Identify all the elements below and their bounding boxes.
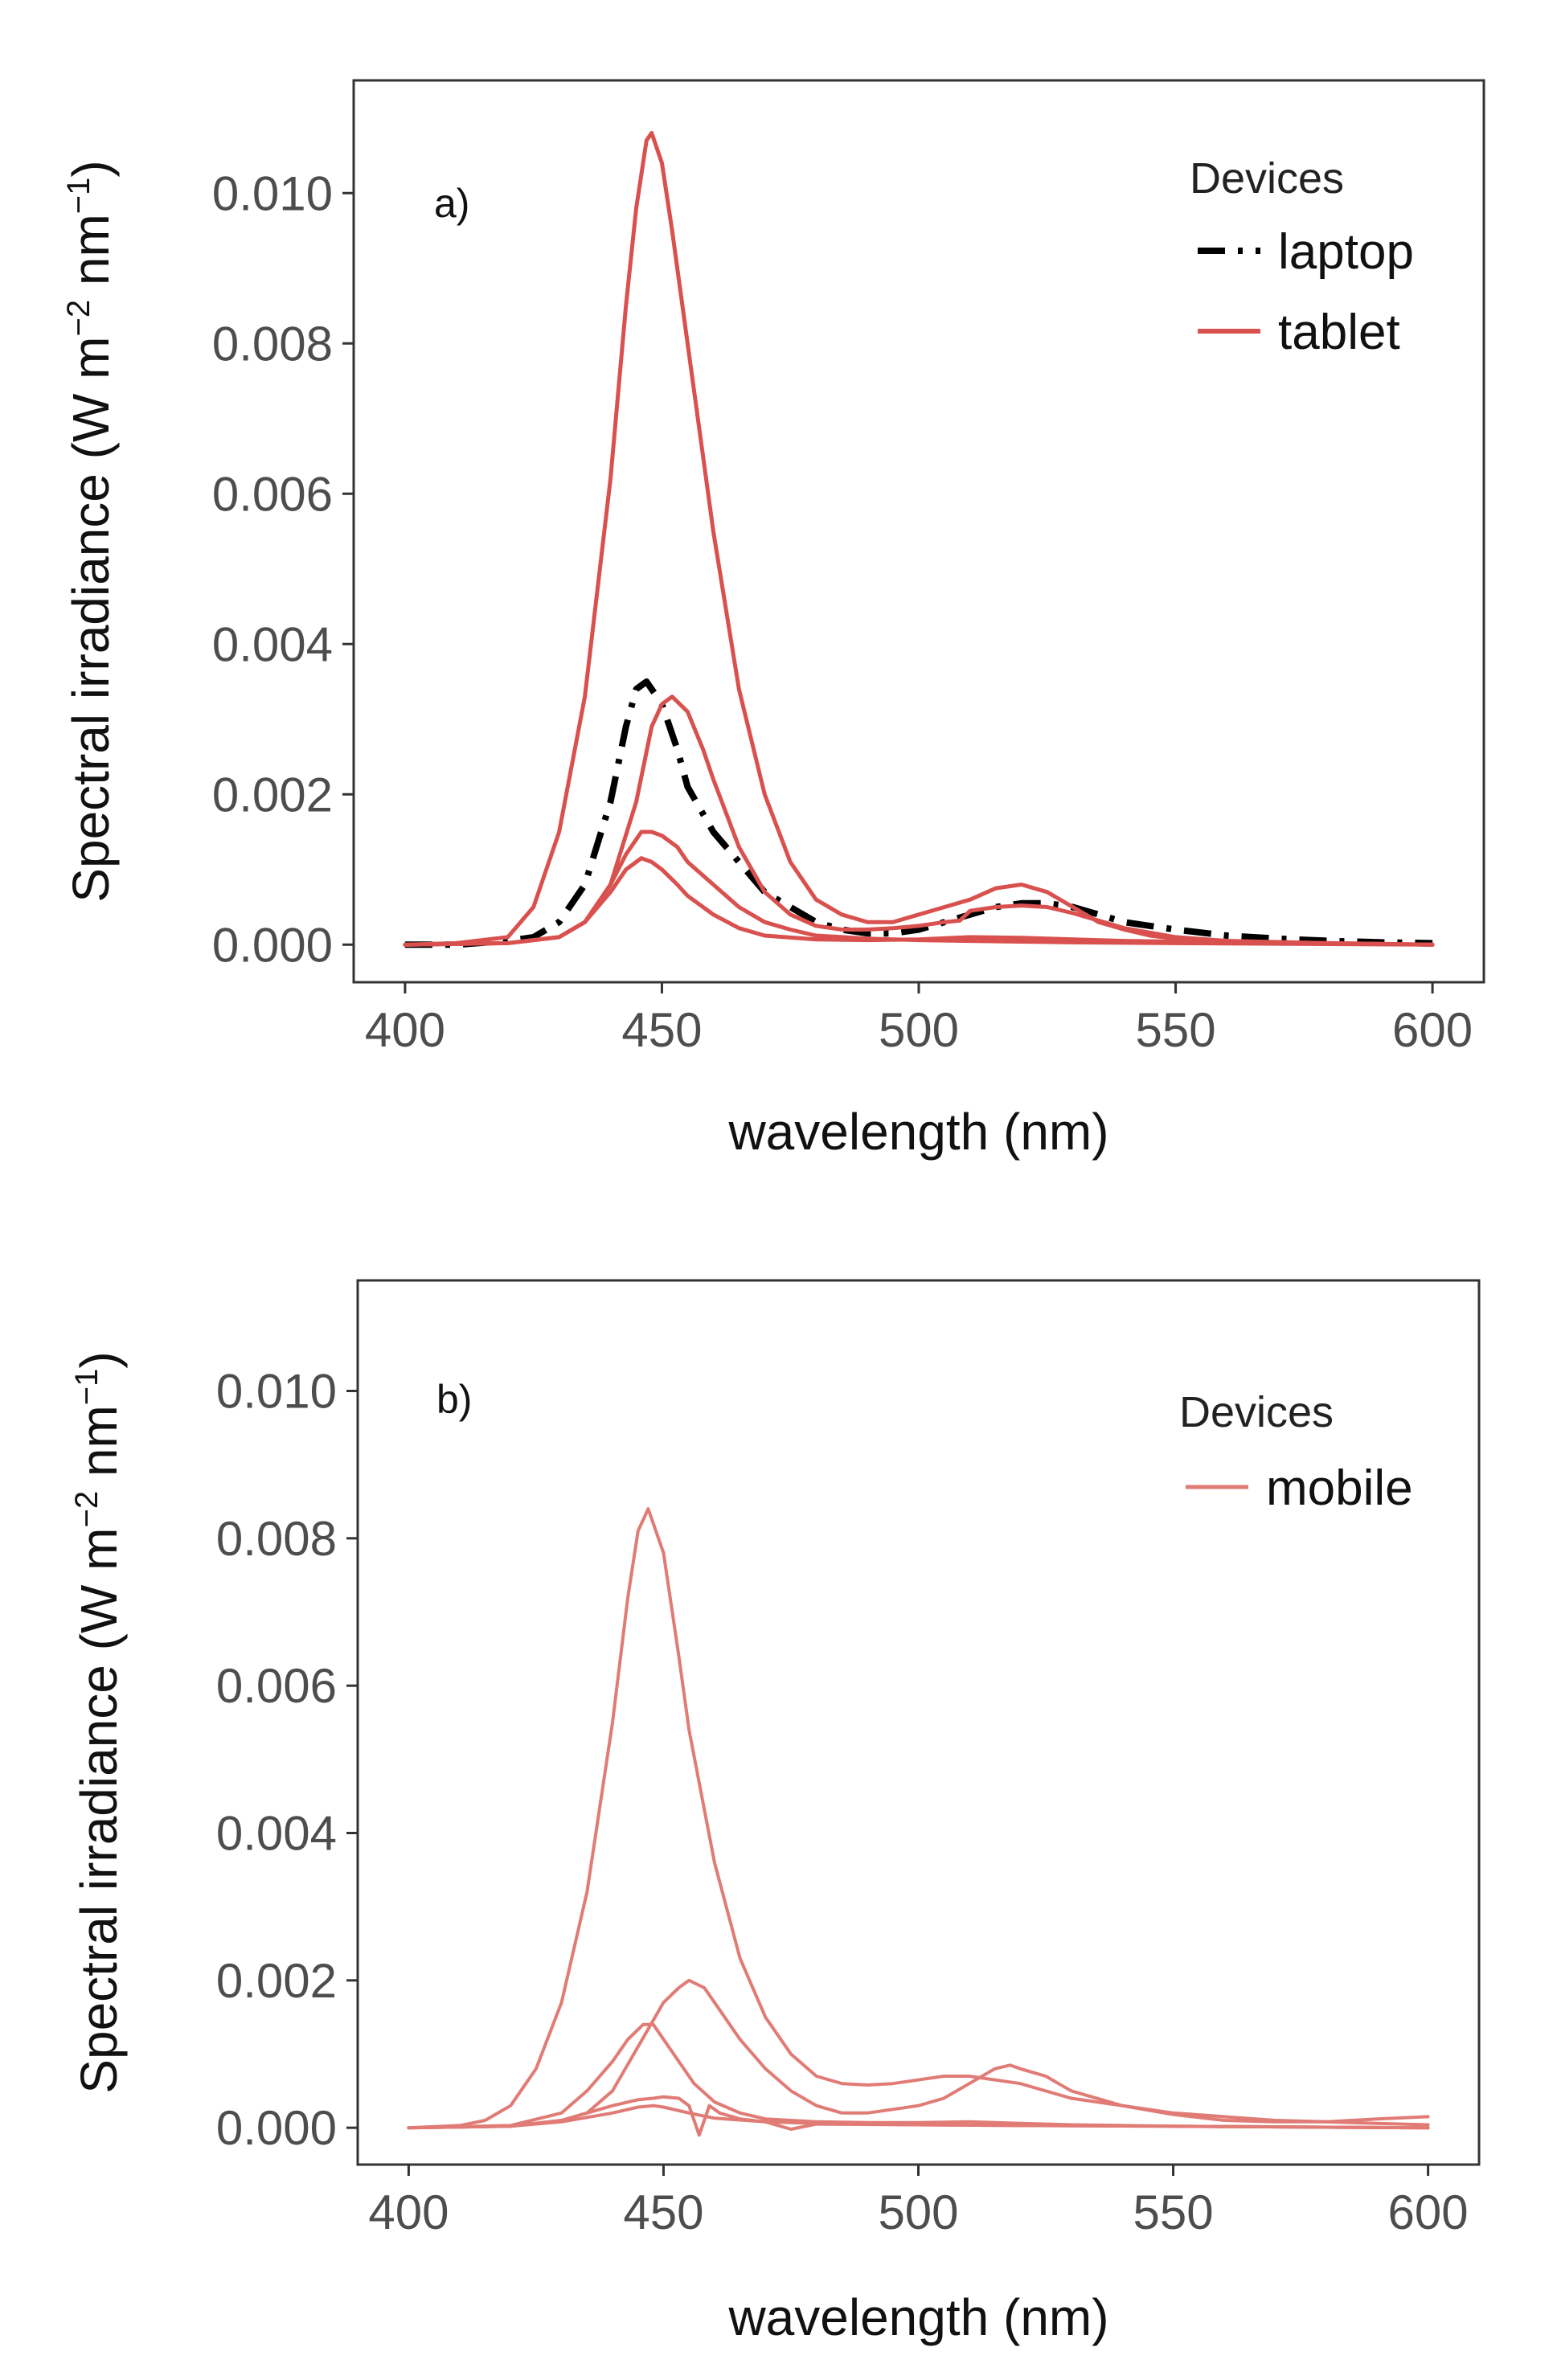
panel-b-y-tick-label-4: 0.008 — [216, 1512, 337, 1566]
panel-b-chart: 400 450 500 550 600 0.000 0.002 0.004 0.006 0.008… — [69, 1279, 1481, 2346]
panel-b-y-tick-label-0: 0.000 — [216, 2101, 337, 2155]
panel-a-y-tick-label-0: 0.000 — [212, 918, 333, 972]
panel-a-x-axis-title: wavelength (nm) — [727, 1103, 1108, 1161]
panel-a-legend-title: Devices — [1190, 154, 1344, 203]
panel-a-y-tick-label-2: 0.004 — [212, 617, 333, 671]
panel-a-ticks: 400 450 500 550 600 0.000 0.002 0.004 0.006 0.008… — [212, 166, 1473, 1057]
panel-a-chart: 400 450 500 550 600 0.000 0.002 0.004 0.006 0.008… — [61, 79, 1485, 1161]
panel-a-x-tick-label-550: 550 — [1135, 1003, 1215, 1057]
panel-b-y-axis-title-mid: nm — [70, 1405, 128, 1491]
panel-b-series-mobile-1 — [407, 1978, 1430, 2130]
panel-a-y-axis-title-end: ) — [62, 160, 120, 177]
panel-a-x-tick-label-600: 600 — [1392, 1003, 1473, 1057]
panel-a-y-tick-label-3: 0.006 — [212, 467, 333, 521]
panel-b-x-tick-label-450: 450 — [623, 2185, 703, 2239]
panel-b-y-tick-label-2: 0.004 — [216, 1807, 337, 1861]
panel-a-label: a) — [434, 181, 469, 226]
panel-a-y-axis-title-sup2: −1 — [61, 178, 96, 215]
panel-b-series-mobile-4 — [407, 2103, 1430, 2130]
panel-b-plot-border — [356, 1279, 1481, 2166]
panel-a-y-axis-title: Spectral irradiance (W m−2 nm−1) — [61, 160, 120, 902]
panel-a-y-axis-title-main: Spectral irradiance (W m — [62, 337, 120, 903]
panel-a-y-tick-label-1: 0.002 — [212, 768, 333, 821]
panel-b-series-group — [407, 1507, 1430, 2137]
panel-b-y-tick-label-1: 0.002 — [216, 1954, 337, 2008]
panel-a-x-tick-label-500: 500 — [879, 1003, 959, 1057]
panel-a-series-tablet-4 — [403, 856, 1435, 947]
panel-b-series-mobile-2 — [407, 2022, 1430, 2130]
panel-b-x-tick-label-500: 500 — [878, 2185, 958, 2239]
panel-a-y-axis-title-mid: nm — [62, 214, 120, 300]
panel-a-y-tick-label-4: 0.008 — [212, 317, 333, 371]
panel-b-y-axis-title-sup2: −1 — [69, 1369, 104, 1406]
panel-b-y-tick-label-3: 0.006 — [216, 1659, 337, 1713]
panel-b-legend: Devices mobile — [1179, 1388, 1413, 1516]
panel-a-series-tablet-1 — [403, 130, 1435, 947]
panel-a-y-axis-title-sup1: −2 — [61, 300, 96, 337]
panel-b-y-tick-label-5: 0.010 — [216, 1365, 337, 1419]
panel-b-x-tick-label-400: 400 — [368, 2185, 449, 2239]
panel-a-x-tick-label-450: 450 — [621, 1003, 702, 1057]
panel-a-series-tablet-3 — [403, 830, 1435, 947]
panel-b-y-axis-title: Spectral irradiance (W m−2 nm−1) — [69, 1351, 128, 2093]
panel-a-legend-label-tablet: tablet — [1278, 305, 1400, 360]
panel-b-legend-title: Devices — [1179, 1388, 1334, 1436]
panel-b-x-axis-title: wavelength (nm) — [727, 2288, 1108, 2346]
panel-a-series-group — [403, 130, 1435, 948]
panel-b-x-tick-label-600: 600 — [1388, 2185, 1469, 2239]
panel-a-plot-border — [352, 79, 1485, 984]
panel-b-legend-label-mobile: mobile — [1266, 1460, 1413, 1516]
panel-b-ticks: 400 450 500 550 600 0.000 0.002 0.004 0.006 0.008… — [216, 1365, 1469, 2240]
panel-a-series-tablet-2 — [403, 694, 1435, 947]
panel-b-y-axis-title-sup1: −2 — [69, 1491, 104, 1528]
panel-a-y-tick-label-5: 0.010 — [212, 166, 333, 220]
panel-a-legend: Devices laptop tablet — [1190, 154, 1414, 360]
panel-b-y-axis-title-end: ) — [70, 1351, 128, 1368]
panel-b-y-axis-title-main: Spectral irradiance (W m — [70, 1528, 128, 2094]
panel-b-x-tick-label-550: 550 — [1133, 2185, 1213, 2239]
panel-a-x-tick-label-400: 400 — [365, 1003, 445, 1057]
panel-a-legend-label-laptop: laptop — [1278, 224, 1414, 280]
panel-a-series-laptop-0 — [404, 678, 1433, 948]
panel-b-label: b) — [436, 1377, 472, 1422]
